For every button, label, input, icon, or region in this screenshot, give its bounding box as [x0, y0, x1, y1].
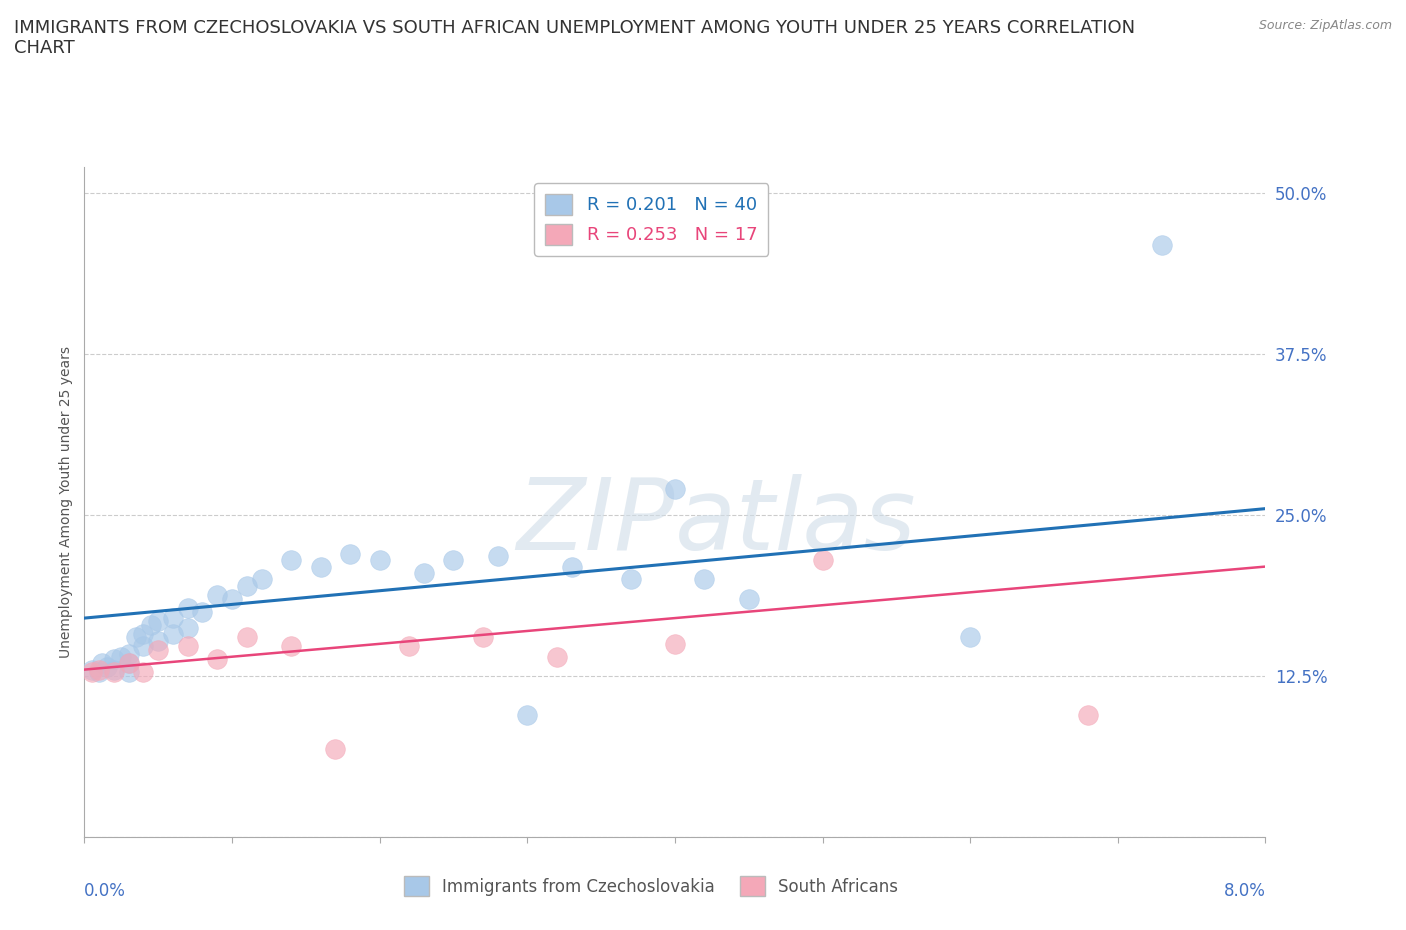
Point	[118, 656, 141, 671]
Point	[235, 578, 259, 593]
Point	[811, 552, 834, 567]
Point	[110, 649, 132, 664]
Text: Source: ZipAtlas.com: Source: ZipAtlas.com	[1258, 19, 1392, 32]
Point	[221, 591, 243, 606]
Point	[139, 618, 162, 632]
Point	[91, 656, 114, 671]
Point	[162, 611, 184, 626]
Point	[413, 565, 436, 580]
Point	[339, 546, 361, 561]
Point	[148, 613, 170, 628]
Point	[177, 621, 200, 636]
Point	[737, 591, 759, 606]
Point	[619, 572, 641, 587]
Point	[103, 662, 125, 677]
Point	[148, 643, 170, 658]
Point	[80, 662, 103, 677]
Point	[205, 588, 228, 603]
Point	[118, 656, 141, 671]
Point	[177, 639, 200, 654]
Point	[1150, 237, 1173, 252]
Point	[516, 707, 538, 722]
Point	[250, 572, 273, 587]
Point	[443, 552, 465, 567]
Point	[560, 559, 583, 574]
Text: IMMIGRANTS FROM CZECHOSLOVAKIA VS SOUTH AFRICAN UNEMPLOYMENT AMONG YOUTH UNDER 2: IMMIGRANTS FROM CZECHOSLOVAKIA VS SOUTH …	[14, 19, 1135, 58]
Text: ZIP: ZIP	[516, 473, 675, 571]
Point	[125, 630, 148, 644]
Point	[280, 552, 302, 567]
Point	[87, 665, 111, 680]
Point	[148, 634, 170, 649]
Point	[664, 636, 686, 651]
Point	[693, 572, 716, 587]
Legend: Immigrants from Czechoslovakia, South Africans: Immigrants from Czechoslovakia, South Af…	[398, 870, 905, 902]
Text: 0.0%: 0.0%	[84, 882, 127, 900]
Point	[664, 482, 686, 497]
Point	[162, 626, 184, 641]
Point	[546, 649, 568, 664]
Point	[486, 549, 509, 564]
Point	[191, 604, 214, 619]
Point	[235, 630, 259, 644]
Y-axis label: Unemployment Among Youth under 25 years: Unemployment Among Youth under 25 years	[59, 346, 73, 658]
Point	[132, 665, 155, 680]
Point	[205, 652, 228, 667]
Text: atlas: atlas	[675, 473, 917, 571]
Point	[398, 639, 420, 654]
Point	[80, 665, 103, 680]
Point	[103, 665, 125, 680]
Text: 8.0%: 8.0%	[1223, 882, 1265, 900]
Point	[472, 630, 495, 644]
Point	[959, 630, 981, 644]
Point	[280, 639, 302, 654]
Point	[1077, 707, 1099, 722]
Point	[309, 559, 332, 574]
Point	[118, 665, 141, 680]
Point	[323, 742, 347, 757]
Point	[87, 662, 111, 677]
Point	[118, 646, 141, 661]
Point	[177, 601, 200, 616]
Point	[132, 639, 155, 654]
Point	[368, 552, 391, 567]
Point	[103, 652, 125, 667]
Point	[132, 626, 155, 641]
Point	[96, 659, 118, 674]
